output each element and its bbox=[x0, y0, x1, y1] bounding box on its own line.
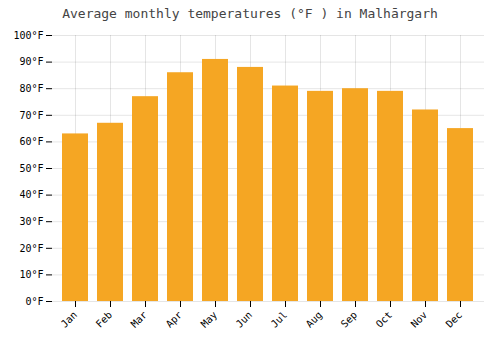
svg-text:Jul: Jul bbox=[269, 309, 290, 330]
svg-text:30°F: 30°F bbox=[19, 216, 43, 227]
svg-text:Nov: Nov bbox=[409, 309, 430, 330]
svg-text:Jan: Jan bbox=[59, 309, 80, 330]
svg-text:80°F: 80°F bbox=[19, 83, 43, 94]
svg-text:90°F: 90°F bbox=[19, 56, 43, 67]
svg-text:50°F: 50°F bbox=[19, 163, 43, 174]
html-text:Average monthly temperatures (: Average monthly temperatures (°F ) in Ma… bbox=[62, 6, 438, 21]
svg-text:0°F: 0°F bbox=[25, 296, 43, 307]
svg-text:40°F: 40°F bbox=[19, 189, 43, 200]
svg-text:20°F: 20°F bbox=[19, 243, 43, 254]
svg-text:60°F: 60°F bbox=[19, 136, 43, 147]
svg-text:Jun: Jun bbox=[234, 309, 255, 330]
svg-text:Oct: Oct bbox=[374, 309, 395, 330]
svg-text:Apr: Apr bbox=[164, 309, 185, 330]
svg-text:Aug: Aug bbox=[304, 309, 325, 330]
svg-text:100°F: 100°F bbox=[13, 30, 43, 41]
svg-text:May: May bbox=[199, 309, 220, 330]
svg-text:Feb: Feb bbox=[94, 309, 115, 330]
svg-text:Mar: Mar bbox=[129, 309, 150, 330]
svg-text:Sep: Sep bbox=[339, 309, 360, 330]
svg-text:10°F: 10°F bbox=[19, 269, 43, 280]
svg-text:70°F: 70°F bbox=[19, 110, 43, 121]
svg-text:Dec: Dec bbox=[444, 309, 465, 330]
